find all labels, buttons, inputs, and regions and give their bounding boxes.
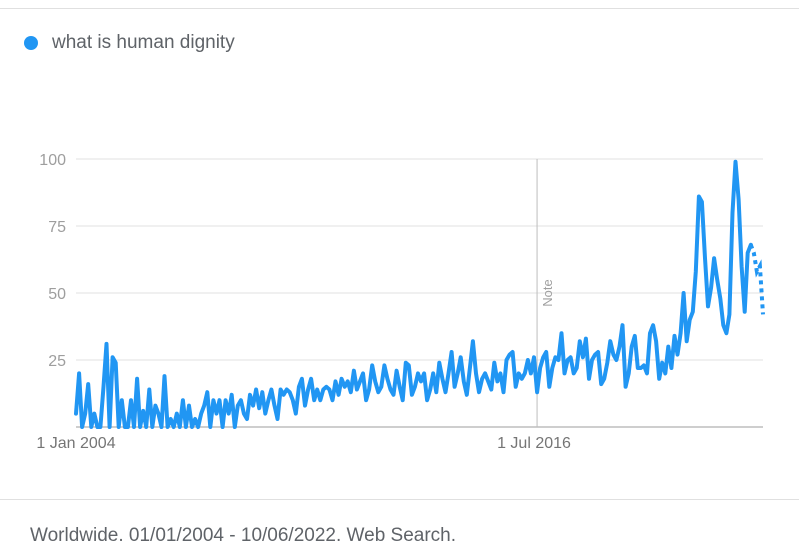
- y-tick-label: 75: [48, 219, 66, 236]
- gridlines: [76, 158, 763, 361]
- note-annotation[interactable]: Note: [540, 279, 555, 306]
- bottom-divider: [0, 499, 799, 500]
- y-tick-label: 100: [39, 152, 66, 169]
- y-tick-label: 25: [48, 353, 66, 370]
- footer-caption: Worldwide. 01/01/2004 - 10/06/2022. Web …: [30, 525, 457, 546]
- line-chart: 25 50 75 100 1 Jan 2004 1 Jul 2016 Note: [36, 152, 765, 452]
- series-line: [74, 159, 753, 429]
- axes: 25 50 75 100 1 Jan 2004 1 Jul 2016 Note: [36, 152, 763, 452]
- legend: what is human dignity: [24, 32, 235, 54]
- legend-label: what is human dignity: [52, 32, 235, 53]
- legend-dot: [24, 36, 38, 50]
- x-tick-label: 1 Jul 2016: [497, 435, 571, 452]
- top-divider: [0, 8, 799, 9]
- series-layer: [74, 159, 765, 429]
- y-tick-label: 50: [48, 286, 66, 303]
- series-partial-line: [748, 244, 765, 315]
- x-tick-label: 1 Jan 2004: [36, 435, 115, 452]
